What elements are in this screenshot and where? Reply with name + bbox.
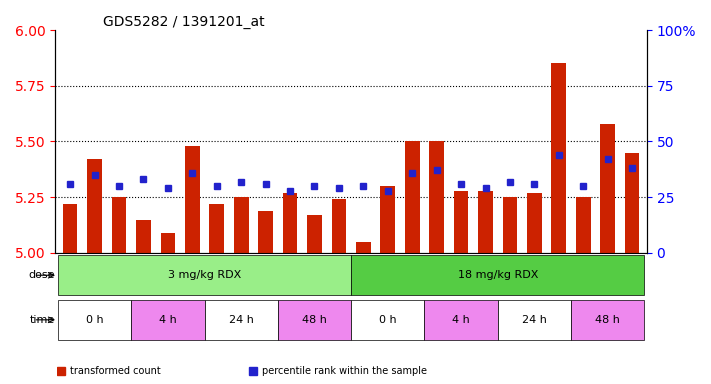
Bar <box>625 152 639 253</box>
Bar <box>380 186 395 253</box>
FancyBboxPatch shape <box>351 255 644 295</box>
FancyBboxPatch shape <box>205 300 278 340</box>
Bar <box>454 190 469 253</box>
FancyBboxPatch shape <box>278 300 351 340</box>
Bar <box>331 199 346 253</box>
Bar <box>258 210 273 253</box>
Bar <box>600 124 615 253</box>
Bar <box>479 190 493 253</box>
FancyBboxPatch shape <box>58 300 132 340</box>
Bar <box>234 197 249 253</box>
Text: 3 mg/kg RDX: 3 mg/kg RDX <box>168 270 241 280</box>
Bar <box>210 204 224 253</box>
Bar <box>576 197 591 253</box>
Text: 4 h: 4 h <box>452 315 470 325</box>
Bar <box>527 193 542 253</box>
Text: percentile rank within the sample: percentile rank within the sample <box>262 366 427 376</box>
FancyBboxPatch shape <box>424 300 498 340</box>
Bar <box>351 253 644 298</box>
Text: time: time <box>30 315 55 325</box>
Text: transformed count: transformed count <box>70 366 161 376</box>
Text: 48 h: 48 h <box>302 315 327 325</box>
Text: 4 h: 4 h <box>159 315 177 325</box>
Text: 24 h: 24 h <box>522 315 547 325</box>
Text: 0 h: 0 h <box>379 315 397 325</box>
Bar <box>429 141 444 253</box>
Bar <box>503 197 518 253</box>
Text: 24 h: 24 h <box>229 315 254 325</box>
FancyBboxPatch shape <box>132 300 205 340</box>
Bar <box>552 63 566 253</box>
Bar <box>58 253 351 298</box>
Bar <box>112 197 127 253</box>
FancyBboxPatch shape <box>571 300 644 340</box>
Bar <box>405 141 419 253</box>
Bar <box>356 242 370 253</box>
FancyBboxPatch shape <box>498 300 571 340</box>
Bar <box>283 193 297 253</box>
Bar <box>87 159 102 253</box>
Bar <box>63 204 77 253</box>
FancyBboxPatch shape <box>58 255 351 295</box>
Text: dose: dose <box>28 270 55 280</box>
FancyBboxPatch shape <box>351 300 424 340</box>
Text: 0 h: 0 h <box>86 315 103 325</box>
Bar <box>161 233 175 253</box>
Text: 48 h: 48 h <box>595 315 620 325</box>
Bar <box>307 215 322 253</box>
Bar <box>185 146 200 253</box>
Text: GDS5282 / 1391201_at: GDS5282 / 1391201_at <box>103 15 264 29</box>
Bar <box>136 220 151 253</box>
Text: 18 mg/kg RDX: 18 mg/kg RDX <box>458 270 538 280</box>
